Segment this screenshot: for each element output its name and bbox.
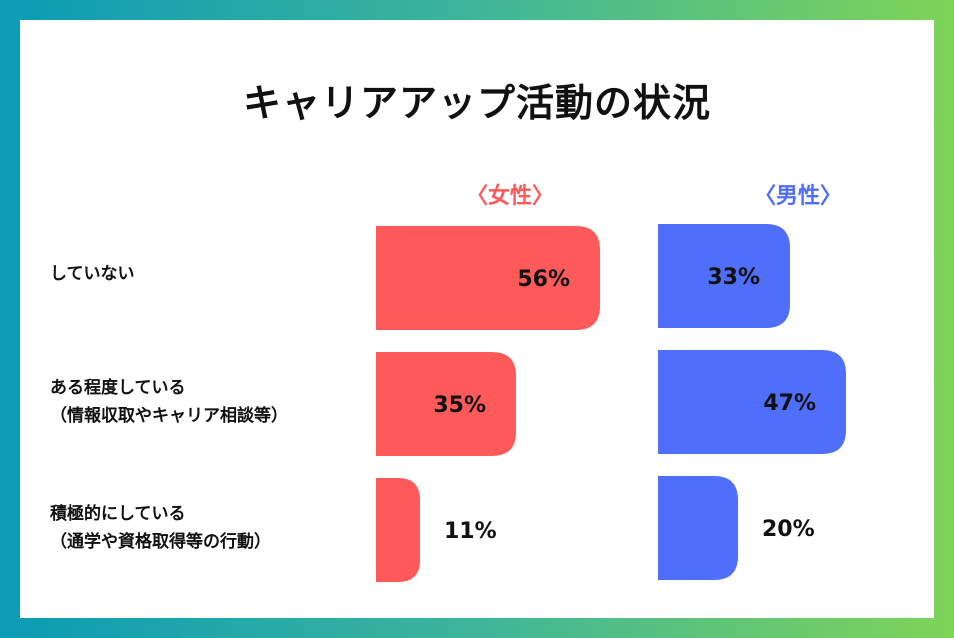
row-label-actively: 積極的にしている （通学や資格取得等の行動） [50,504,271,552]
chart-title: キャリアアップ活動の状況 [242,81,711,125]
chart-card: キャリアアップ活動の状況 〈女性〉 〈男性〉 していない ある程度している （情… [20,20,934,618]
value-label-male-0: 33% [707,265,760,290]
bar-chart: 56% 35% 11% 33% 47% 20% [376,224,846,582]
row-label-somewhat: ある程度している （情報収取やキャリア相談等） [50,378,288,426]
value-label-male-1: 47% [763,391,816,416]
bar-male-0 [658,224,790,328]
value-label-female-1: 35% [433,393,486,418]
legend-male: 〈男性〉 [753,184,842,209]
legend-female: 〈女性〉 [465,184,554,209]
bar-male-1 [658,350,846,454]
row-label-not-doing: していない [50,264,135,284]
bar-female-2 [376,478,420,582]
bar-male-2 [658,476,738,580]
value-label-female-0: 56% [517,267,570,292]
bar-female-1 [376,352,516,456]
value-label-female-2: 11% [444,519,497,544]
value-label-male-2: 20% [762,517,815,542]
bar-female-0 [376,226,600,330]
